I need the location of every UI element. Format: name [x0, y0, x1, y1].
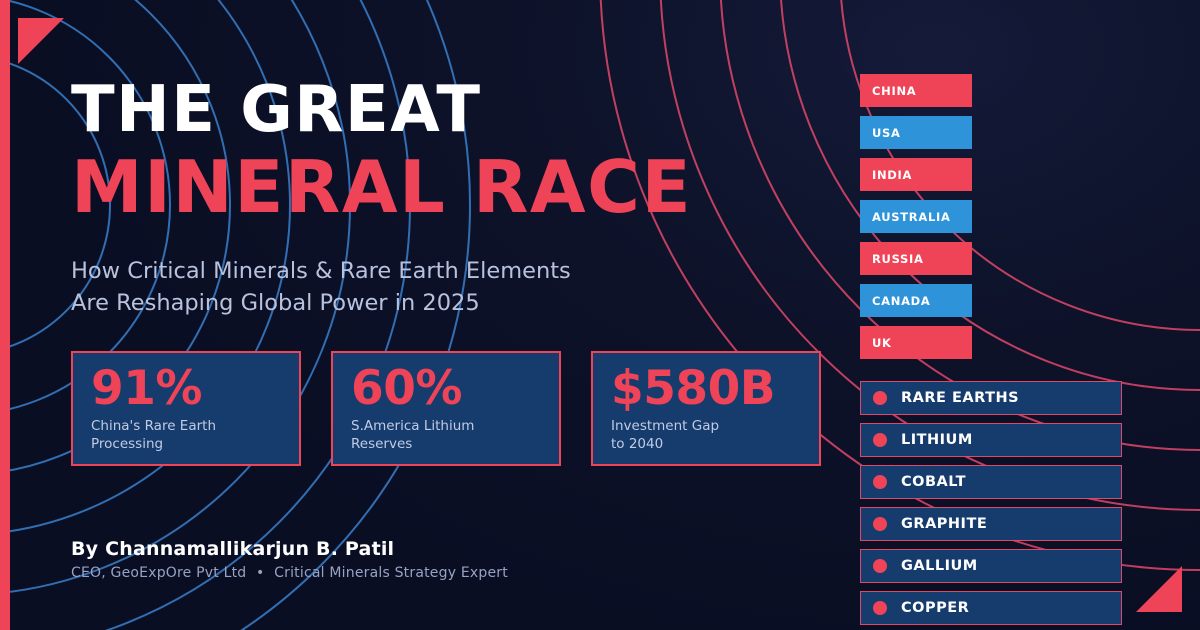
- mineral-row-cobalt[interactable]: COBALT: [860, 465, 1122, 499]
- country-label: CANADA: [872, 293, 931, 308]
- country-label: RUSSIA: [872, 251, 924, 266]
- country-label: UK: [872, 335, 892, 350]
- country-label: CHINA: [872, 83, 917, 98]
- mineral-row-list: RARE EARTHS LITHIUM COBALT GRAPHITE GALL…: [860, 381, 1122, 630]
- author-role-left: CEO, GeoExpOre Pvt Ltd: [71, 565, 247, 581]
- stat-label: Investment Gap to 2040: [611, 417, 720, 452]
- country-pill-china[interactable]: CHINA: [860, 74, 972, 107]
- mineral-label: COPPER: [901, 600, 970, 616]
- stat-label: S.America Lithium Reserves: [351, 417, 475, 452]
- author-byline: By Channamallikarjun B. Patil CEO, GeoEx…: [71, 538, 508, 581]
- mineral-label: RARE EARTHS: [901, 390, 1020, 406]
- author-name: By Channamallikarjun B. Patil: [71, 538, 395, 560]
- mineral-row-rare-earths[interactable]: RARE EARTHS: [860, 381, 1122, 415]
- stat-card: $580B Investment Gap to 2040: [591, 351, 821, 466]
- bullet-dot-icon: [873, 475, 887, 489]
- bottom-right-triangle-icon: [1136, 566, 1182, 612]
- left-edge-accent-bar: [0, 0, 10, 630]
- subtitle-line-1: How Critical Minerals & Rare Earth Eleme…: [71, 257, 571, 284]
- bullet-dot-icon: [873, 559, 887, 573]
- mineral-label: LITHIUM: [901, 432, 973, 448]
- mineral-label: GALLIUM: [901, 558, 978, 574]
- country-pill-australia[interactable]: AUSTRALIA: [860, 200, 972, 233]
- top-left-triangle-icon: [18, 18, 64, 64]
- country-label: USA: [872, 125, 901, 140]
- stat-value: $580B: [611, 361, 776, 416]
- stat-value: 91%: [91, 361, 203, 416]
- bullet-dot-icon: [873, 433, 887, 447]
- country-pill-russia[interactable]: RUSSIA: [860, 242, 972, 275]
- mineral-row-graphite[interactable]: GRAPHITE: [860, 507, 1122, 541]
- stat-value: 60%: [351, 361, 463, 416]
- stat-label: China's Rare Earth Processing: [91, 417, 217, 452]
- subtitle-block: How Critical Minerals & Rare Earth Eleme…: [71, 256, 692, 320]
- bullet-dot-icon: [873, 517, 887, 531]
- mineral-label: COBALT: [901, 474, 966, 490]
- headline-block: THE GREAT MINERAL RACE How Critical Mine…: [71, 78, 692, 319]
- mineral-label: GRAPHITE: [901, 516, 988, 532]
- subtitle-line-2: Are Reshaping Global Power in 2025: [71, 289, 480, 316]
- country-pill-list: CHINA USA INDIA AUSTRALIA RUSSIA CANADA …: [860, 74, 972, 368]
- country-pill-india[interactable]: INDIA: [860, 158, 972, 191]
- mineral-row-copper[interactable]: COPPER: [860, 591, 1122, 625]
- stat-card: 91% China's Rare Earth Processing: [71, 351, 301, 466]
- bullet-dot-icon: [873, 601, 887, 615]
- country-label: AUSTRALIA: [872, 209, 951, 224]
- mineral-row-lithium[interactable]: LITHIUM: [860, 423, 1122, 457]
- bullet-dot-icon: [873, 391, 887, 405]
- country-pill-canada[interactable]: CANADA: [860, 284, 972, 317]
- title-line-1: THE GREAT: [71, 73, 482, 147]
- country-pill-uk[interactable]: UK: [860, 326, 972, 359]
- country-label: INDIA: [872, 167, 913, 182]
- title-line-2: MINERAL RACE: [71, 145, 693, 229]
- mineral-row-gallium[interactable]: GALLIUM: [860, 549, 1122, 583]
- author-role-right: Critical Minerals Strategy Expert: [274, 565, 508, 581]
- stat-card: 60% S.America Lithium Reserves: [331, 351, 561, 466]
- country-pill-usa[interactable]: USA: [860, 116, 972, 149]
- author-role: CEO, GeoExpOre Pvt Ltd • Critical Minera…: [71, 565, 508, 581]
- stat-cards-row: 91% China's Rare Earth Processing 60% S.…: [71, 351, 821, 466]
- bullet-separator-icon: •: [256, 565, 265, 581]
